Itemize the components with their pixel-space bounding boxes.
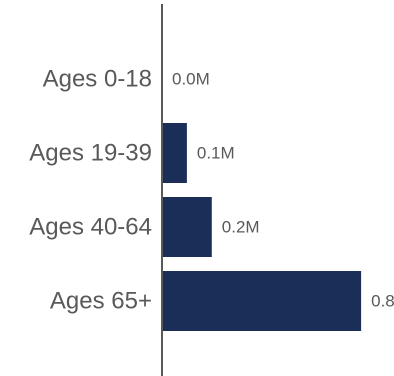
value-labels: 0.0M 0.1M 0.2M 0.8M bbox=[172, 70, 394, 311]
bar-3 bbox=[162, 271, 362, 331]
category-label: Ages 19-39 bbox=[29, 140, 152, 167]
category-labels: Ages 0-18 Ages 19-39 Ages 40-64 Ages 65+ bbox=[29, 66, 152, 315]
bars-group bbox=[162, 123, 362, 331]
value-label: 0.2M bbox=[222, 218, 260, 237]
bar-2 bbox=[162, 197, 212, 257]
bar-1 bbox=[162, 123, 187, 183]
value-label: 0.0M bbox=[172, 70, 210, 89]
value-label: 0.1M bbox=[197, 144, 235, 163]
category-label: Ages 0-18 bbox=[43, 66, 152, 93]
category-label: Ages 65+ bbox=[50, 288, 152, 315]
category-label: Ages 40-64 bbox=[29, 214, 152, 241]
value-label: 0.8M bbox=[371, 292, 394, 311]
